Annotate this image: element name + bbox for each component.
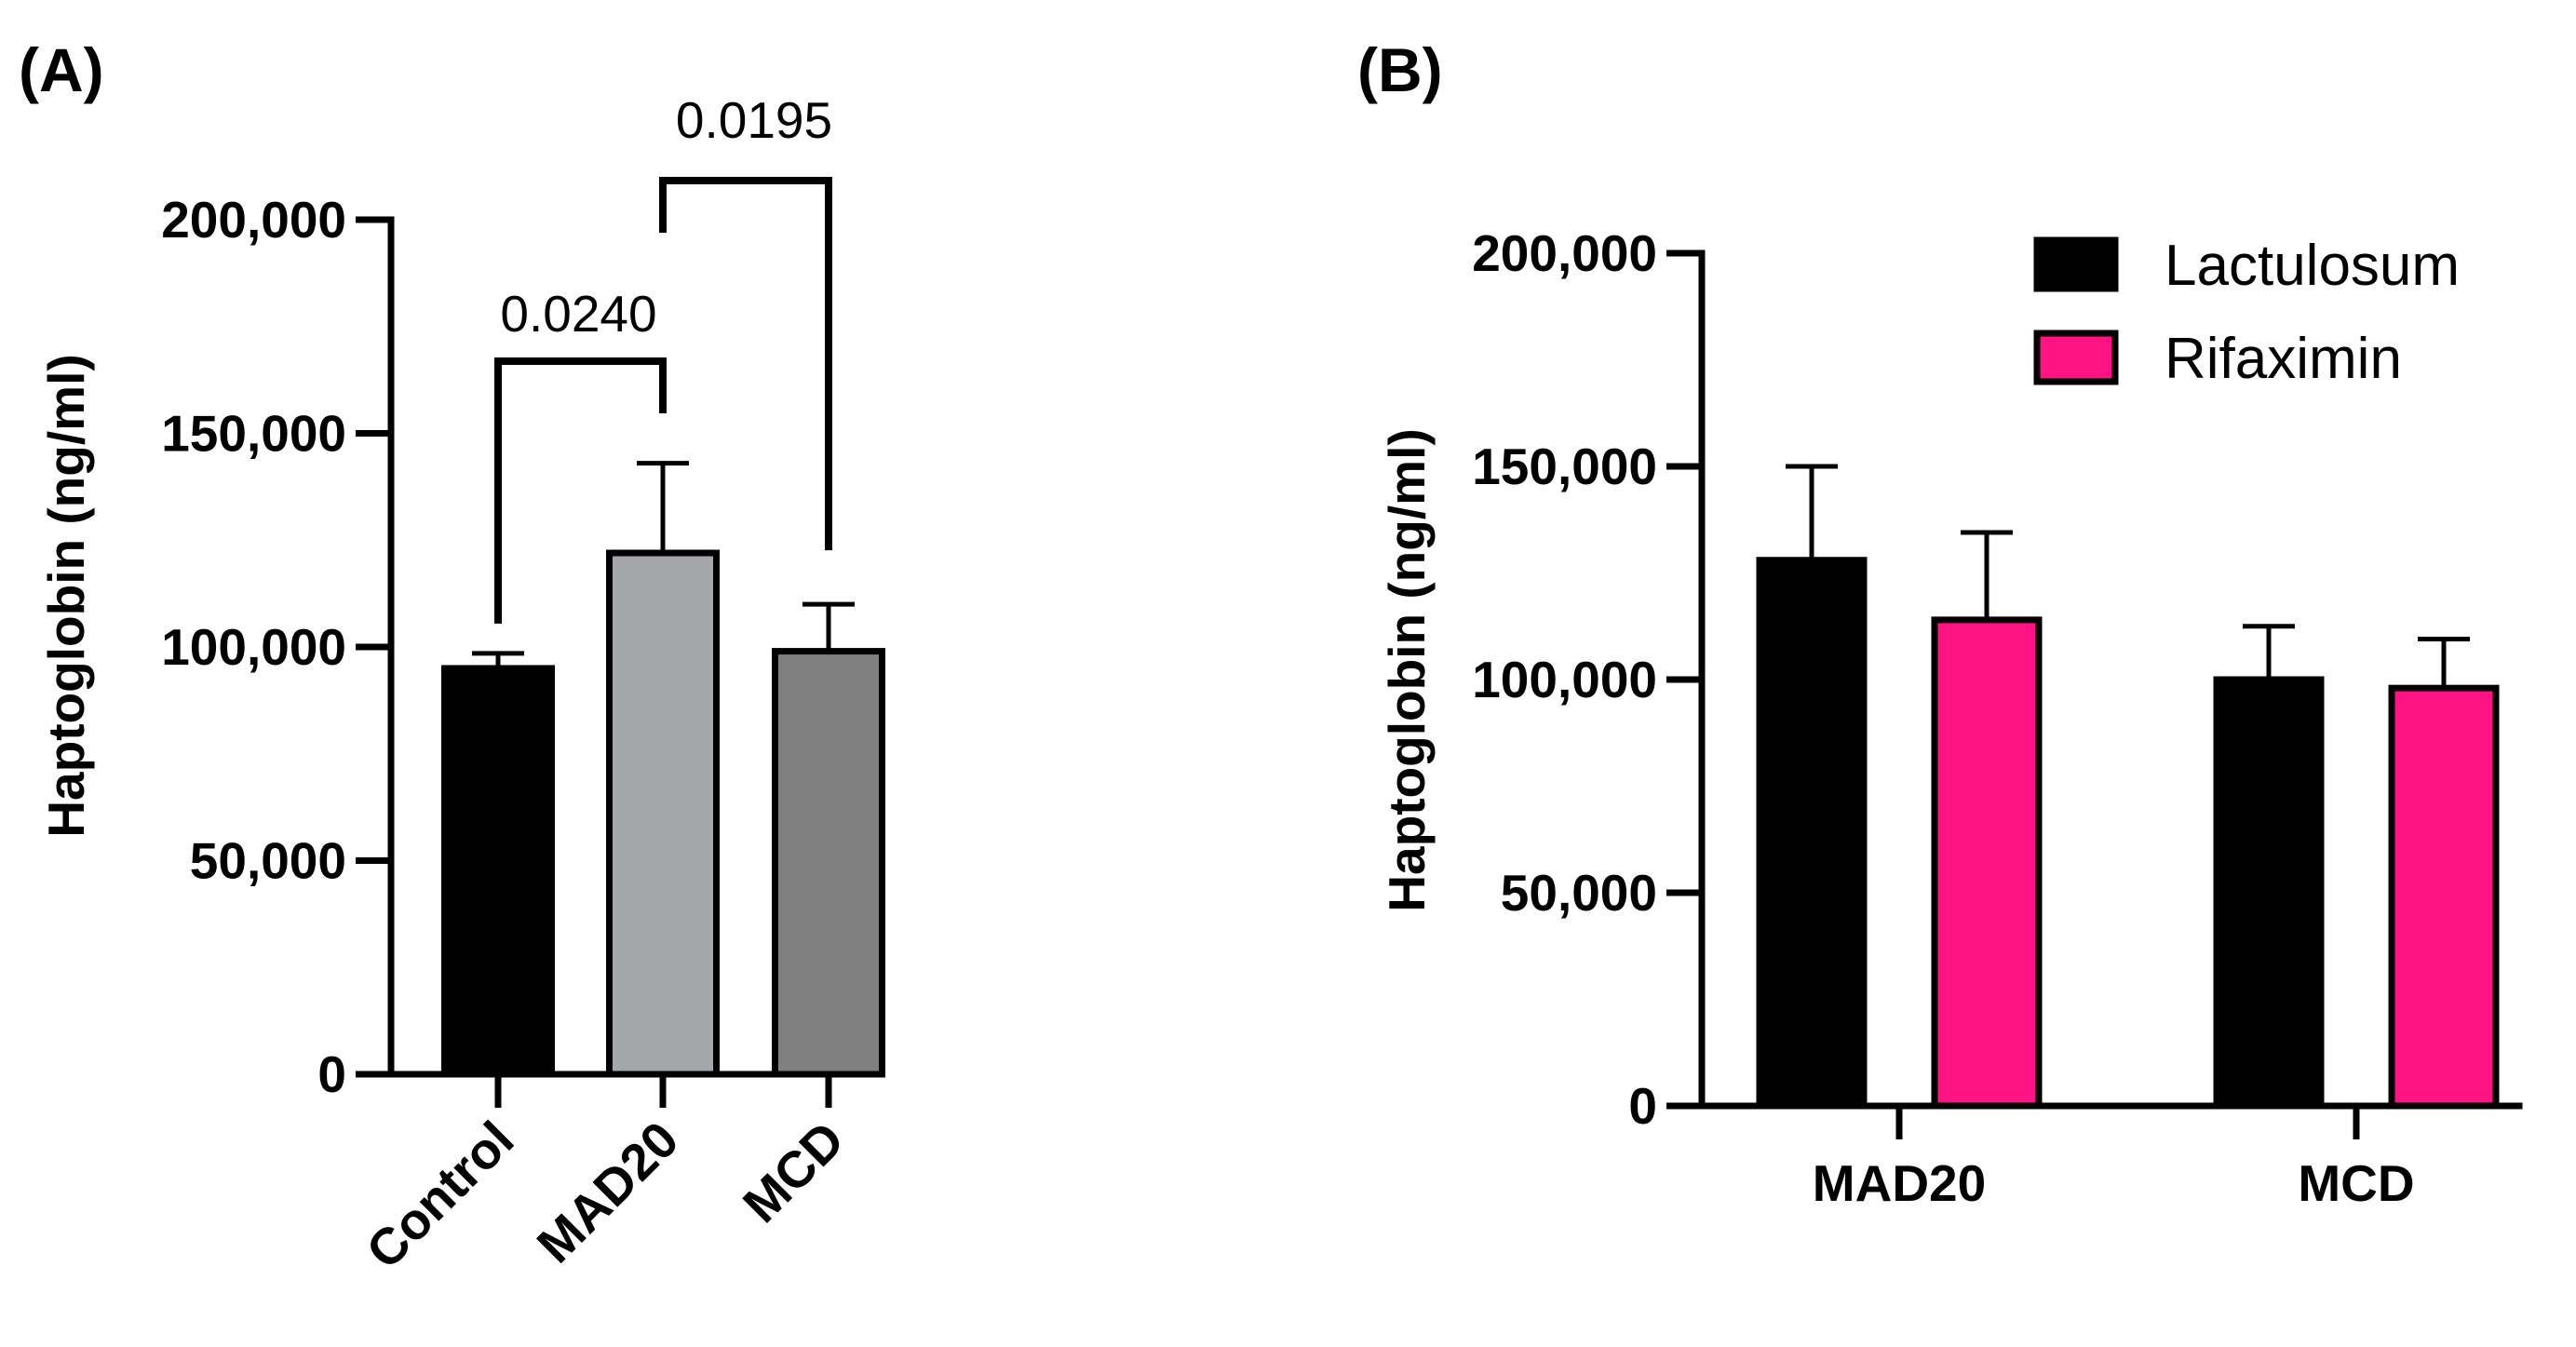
panel-a-y-axis-title: Haptoglobin (ng/ml) xyxy=(37,354,95,837)
panel-a-significance: 0.0240 0.0195 xyxy=(494,91,832,624)
panel-b: (B) 0 50,000 100,000 150,000 200,000 MAD20 MC… xyxy=(1357,35,2523,1212)
x-tick-label: Control xyxy=(355,1111,524,1280)
panel-b-y-axis-title: Haptoglobin (ng/ml) xyxy=(1378,428,1436,911)
y-tick-label: 150,000 xyxy=(1472,438,1657,495)
panel-a-y-ticks: 0 50,000 100,000 150,000 200,000 xyxy=(161,191,391,1103)
legend-swatch-lactulosum xyxy=(2033,236,2119,292)
bar-lactulosum-mad20 xyxy=(1756,557,1868,1110)
y-tick-label: 50,000 xyxy=(1501,864,1657,922)
panel-a: (A) 0 50,000 100,000 150,000 200,000 Control… xyxy=(19,35,885,1280)
x-tick-label: MCD xyxy=(732,1111,855,1233)
x-tick-label: MAD20 xyxy=(1813,1154,1986,1212)
legend-swatch-rifaximin xyxy=(2033,330,2119,385)
bar-mad20 xyxy=(606,549,720,1078)
significance-bracket xyxy=(659,177,832,551)
panel-b-marks xyxy=(1756,464,2500,1110)
y-tick-label: 100,000 xyxy=(161,618,346,676)
bar-control xyxy=(441,665,555,1078)
y-tick-label: 200,000 xyxy=(161,191,346,249)
y-tick-label: 0 xyxy=(1628,1077,1657,1135)
y-tick-label: 200,000 xyxy=(1472,224,1657,282)
x-tick-label: MAD20 xyxy=(526,1111,690,1274)
p-value-label: 0.0240 xyxy=(500,285,656,343)
panel-a-label: (A) xyxy=(19,35,104,104)
bar-lactulosum-mcd xyxy=(2213,676,2325,1110)
panel-b-x-ticks: MAD20 MCD xyxy=(1813,1106,2415,1212)
x-tick-label: MCD xyxy=(2298,1154,2414,1212)
panel-a-x-ticks: Control MAD20 MCD xyxy=(355,1074,855,1280)
panel-b-legend: Lactulosum Rifaximin xyxy=(2033,234,2460,391)
y-tick-label: 50,000 xyxy=(190,832,346,890)
y-tick-label: 0 xyxy=(317,1045,346,1103)
legend-label-lactulosum: Lactulosum xyxy=(2165,234,2460,298)
p-value-label: 0.0195 xyxy=(676,91,832,149)
bar-mcd xyxy=(772,648,885,1078)
legend-label-rifaximin: Rifaximin xyxy=(2165,327,2402,391)
y-tick-label: 150,000 xyxy=(161,405,346,463)
y-tick-label: 100,000 xyxy=(1472,651,1657,708)
significance-bracket xyxy=(494,357,667,624)
panel-b-y-ticks: 0 50,000 100,000 150,000 200,000 xyxy=(1472,224,1702,1135)
bar-rifaximin-mad20 xyxy=(1931,616,2043,1110)
panel-b-label: (B) xyxy=(1357,35,1443,104)
panel-a-marks xyxy=(441,461,885,1078)
bar-rifaximin-mcd xyxy=(2388,684,2500,1110)
